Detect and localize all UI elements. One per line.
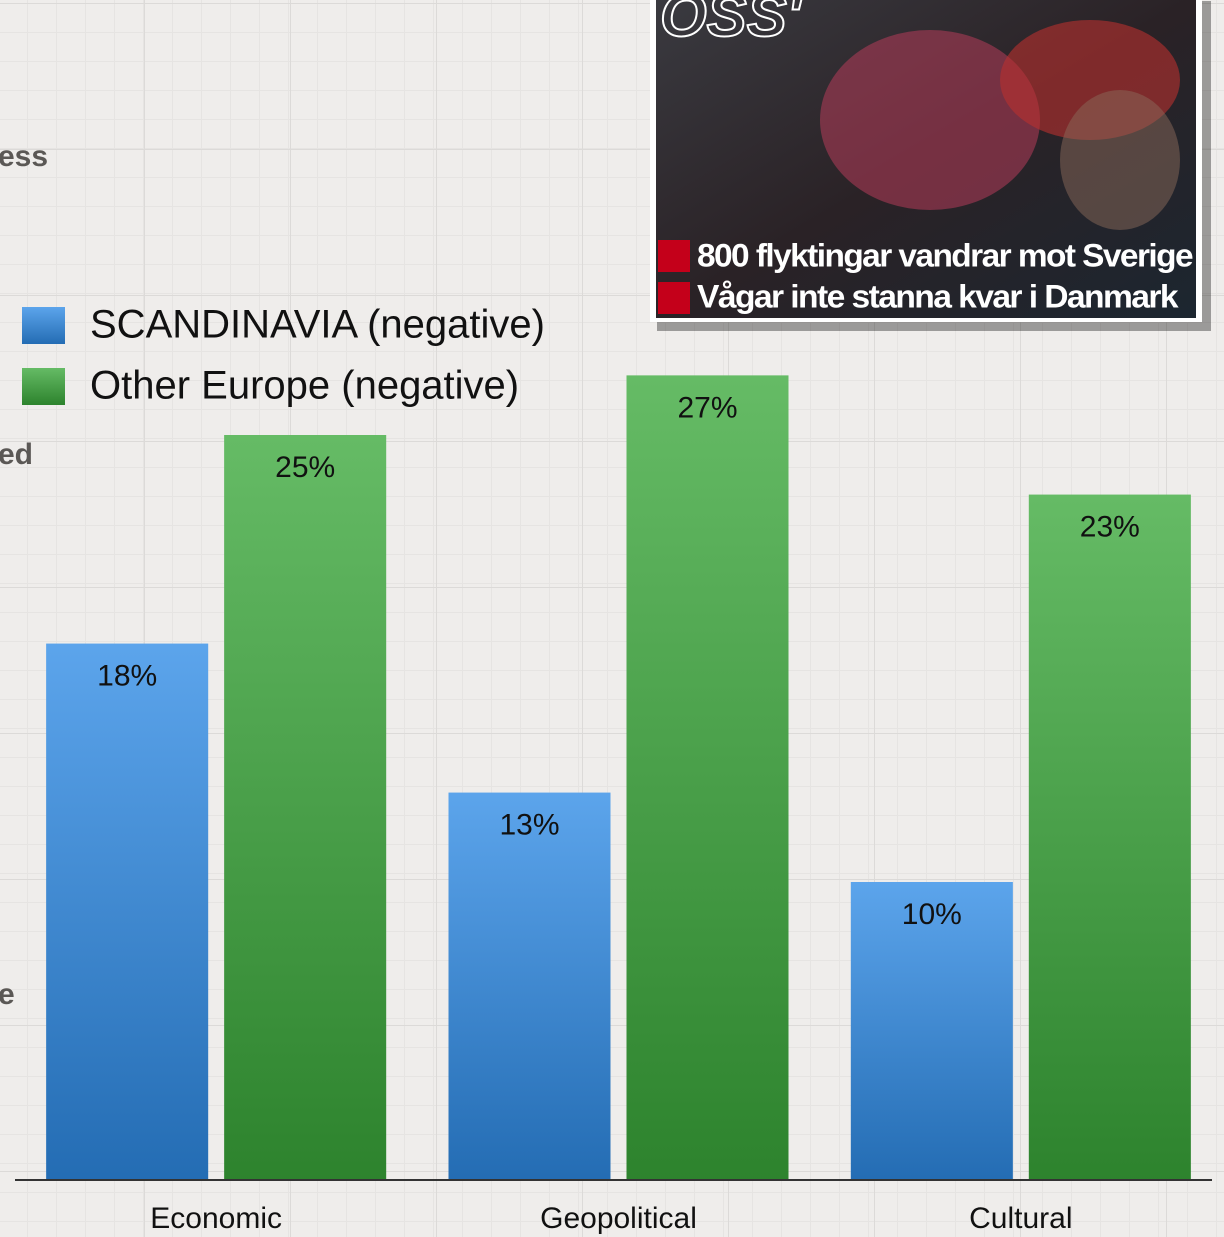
x-tick-label: Geopolitical [540, 1202, 697, 1235]
bar [46, 644, 208, 1180]
x-tick-label: Economic [150, 1202, 282, 1235]
bar [1029, 495, 1191, 1180]
bar [627, 375, 789, 1180]
photo-headline: OSS' [660, 0, 803, 49]
inset-photo: OSS' 800 flyktingar vandrar mot Sverige … [650, 0, 1211, 331]
legend-swatch-shade [22, 368, 65, 405]
data-label: 18% [97, 660, 157, 693]
chart: ess ed e OSS' 800 flyktingar vandrar mot… [0, 0, 1224, 1237]
bar [224, 435, 386, 1180]
bar [449, 793, 611, 1180]
legend-swatch-shade [22, 307, 65, 344]
data-label: 25% [275, 451, 335, 484]
data-label: 27% [677, 391, 737, 424]
legend-label: SCANDINAVIA (negative) [90, 303, 545, 347]
background-text: ed [0, 438, 33, 471]
data-label: 23% [1080, 511, 1140, 544]
photo-caption: 800 flyktingar vandrar mot Sverige [697, 237, 1193, 273]
legend-label: Other Europe (negative) [90, 364, 519, 408]
slide: ess ed e OSS' 800 flyktingar vandrar mot… [0, 0, 1224, 1237]
data-label: 10% [902, 898, 962, 931]
photo-caption: Vågar inte stanna kvar i Danmark [697, 278, 1179, 314]
x-tick-label: Cultural [969, 1202, 1072, 1235]
background-text: ess [0, 140, 48, 173]
data-label: 13% [499, 809, 559, 842]
background-text: e [0, 978, 15, 1011]
